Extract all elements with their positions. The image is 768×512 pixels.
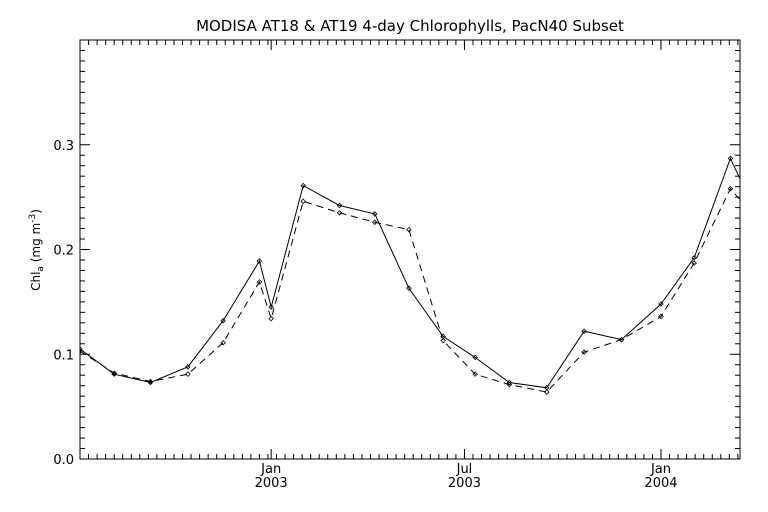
chart-title: MODISA AT18 & AT19 4-day Chlorophylls, P…: [196, 17, 624, 35]
data-point-solid: [581, 328, 587, 334]
data-point-dashed: [80, 348, 83, 354]
data-point-solid: [727, 155, 734, 162]
data-point-dashed: [658, 313, 664, 320]
data-point-dashed: [440, 337, 446, 344]
data-point-dashed: [581, 349, 587, 355]
y-axis-label-unit-close: ): [29, 209, 43, 214]
data-point-dashed: [754, 216, 758, 220]
data-point-dashed: [506, 381, 513, 388]
data-point-solid: [691, 255, 697, 261]
data-point-solid: [472, 354, 478, 361]
data-point-dashed: [371, 219, 378, 226]
data-point-solid: [268, 304, 274, 310]
data-point-solid: [220, 317, 226, 324]
data-point-solid: [256, 258, 263, 264]
data-point-solid: [658, 301, 664, 307]
data-point-dashed: [147, 378, 154, 385]
data-point-dashed: [185, 371, 191, 377]
x-tick-label-month: Jan: [650, 462, 671, 477]
series-line-dashed: [80, 187, 740, 393]
data-point-solid: [406, 285, 412, 292]
plot-frame: [79, 39, 741, 460]
data-point-dashed: [300, 198, 306, 205]
data-point-dashed: [256, 279, 263, 285]
y-axis-label-superscript: -3: [28, 214, 38, 223]
x-tick-label-year: 2003: [448, 476, 481, 491]
y-tick-label: 0.0: [53, 453, 74, 468]
data-point-solid: [371, 211, 378, 217]
data-point-dashed: [727, 185, 734, 192]
x-tick-label-year: 2003: [255, 476, 288, 491]
data-point-solid: [300, 182, 306, 189]
data-point-dashed: [618, 336, 625, 343]
tick-marks: [79, 39, 740, 460]
data-point-solid: [754, 211, 758, 215]
y-axis-label-subscript: a: [36, 266, 46, 272]
y-tick-label: 0.2: [53, 244, 74, 259]
data-point-dashed: [220, 339, 226, 346]
data-point-dashed: [111, 370, 117, 376]
data-point-dashed: [406, 226, 412, 233]
y-axis-label: Chla (mg m-3): [28, 209, 46, 291]
y-tick-label: 0.1: [53, 348, 74, 363]
data-point-dashed: [691, 260, 697, 266]
data-point-dashed: [543, 389, 550, 395]
series-line-solid: [80, 157, 740, 389]
x-tick-label-month: Jan: [260, 462, 281, 477]
data-point-dashed: [268, 315, 274, 322]
data-point-solid: [336, 202, 343, 209]
x-tick-label-year: 2004: [644, 476, 677, 491]
x-tick-label-month: Jul: [456, 462, 473, 477]
data-point-solid: [185, 364, 191, 370]
data-point-dashed: [472, 371, 478, 377]
y-axis-label-base: Chl: [29, 272, 43, 291]
data-point-solid: [80, 346, 83, 352]
series-layer: [80, 155, 758, 395]
y-axis-label-unit-open: (mg m: [29, 223, 43, 266]
data-point-dashed: [336, 210, 343, 216]
y-tick-label: 0.3: [53, 139, 74, 154]
